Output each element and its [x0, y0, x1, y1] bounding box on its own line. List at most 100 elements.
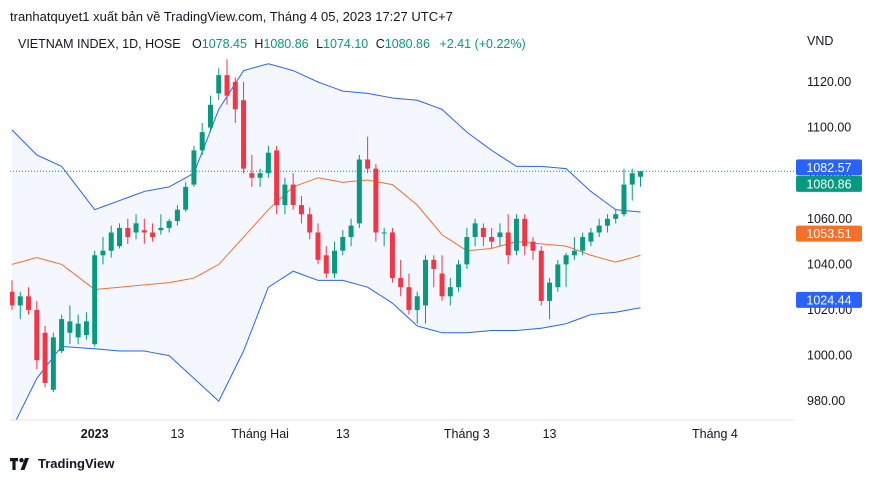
candle-body — [265, 152, 271, 174]
candle-body — [389, 232, 395, 279]
x-tick-label: 2023 — [81, 427, 109, 441]
price-badge — [796, 175, 862, 192]
candle-body — [141, 230, 147, 233]
y-tick-label: 980.00 — [807, 394, 845, 408]
basis-line — [11, 177, 641, 290]
price-badge-label: 1053.51 — [806, 227, 851, 241]
candle-body — [596, 225, 602, 233]
price-badge-label: 1080.86 — [806, 177, 851, 191]
change-value: +2.41 (+0.22%) — [439, 37, 526, 51]
candle-body — [207, 104, 213, 128]
candle-body — [522, 218, 528, 247]
candle-body — [67, 321, 73, 333]
candle-body — [274, 150, 280, 206]
tradingview-logo-icon — [10, 457, 29, 470]
candle-body — [604, 218, 610, 226]
candle-body — [456, 264, 462, 288]
candle-body — [530, 241, 536, 251]
candle-body — [629, 173, 635, 185]
candle-body — [50, 337, 56, 390]
candle-body — [191, 150, 197, 185]
candle-body — [75, 323, 81, 338]
candle-body — [497, 232, 503, 238]
candle-body — [232, 82, 238, 110]
candle-body — [199, 132, 205, 151]
low-value: 1074.10 — [323, 37, 369, 51]
candle-body — [83, 321, 89, 336]
candle-body — [100, 250, 106, 256]
candle-body — [365, 159, 371, 169]
close-value: 1080.86 — [384, 37, 430, 51]
candle-body — [133, 223, 139, 233]
bollinger-band-fill — [12, 63, 641, 420]
candle-body — [505, 232, 511, 256]
candle-body — [216, 75, 222, 94]
price-badge-label: 1082.57 — [806, 161, 851, 175]
candle-body — [323, 255, 329, 274]
candle-body — [480, 227, 486, 238]
candle-body — [150, 232, 156, 238]
candle-body — [125, 227, 131, 238]
footer-brand[interactable]: TradingView — [10, 456, 114, 471]
y-tick-label: 1100.00 — [807, 121, 851, 135]
candle-body — [158, 227, 164, 231]
x-tick-label: Tháng Hai — [231, 427, 289, 441]
open-value: 1078.45 — [201, 37, 247, 51]
candle-body — [381, 232, 387, 234]
y-tick-label: 1060.00 — [807, 212, 852, 226]
candle-body — [166, 221, 172, 228]
candle-body — [398, 278, 404, 288]
candle-body — [340, 237, 346, 251]
candle-body — [431, 259, 437, 269]
candle-body — [555, 264, 561, 288]
candle-body — [332, 250, 338, 274]
candle-body — [249, 173, 255, 178]
candle-body — [588, 232, 594, 242]
high-value: 1080.86 — [263, 37, 309, 51]
candle-body — [224, 75, 230, 96]
symbol-name[interactable]: VIETNAM INDEX, 1D, HOSE — [18, 37, 181, 51]
candle-body — [348, 225, 354, 238]
publisher-header: tranhatquyet1 xuất bản về TradingView.co… — [10, 9, 453, 24]
candle-body — [26, 296, 32, 310]
candle-body — [472, 223, 478, 238]
candle-body — [447, 287, 453, 297]
candle-body — [356, 159, 362, 224]
candle-body — [298, 205, 304, 215]
x-tick-label: 13 — [543, 427, 557, 441]
lower-band-line — [15, 270, 641, 420]
candle-body — [10, 291, 15, 306]
candle-body — [571, 250, 577, 256]
candle-body — [174, 209, 180, 222]
symbol-legend: VIETNAM INDEX, 1D, HOSE O1078.45 H1080.8… — [18, 37, 526, 51]
candle-body — [241, 100, 247, 169]
candle-body — [315, 232, 321, 260]
candle-body — [59, 319, 65, 352]
price-badge-label: 1024.44 — [806, 293, 851, 307]
candle-body — [183, 186, 189, 210]
candle-body — [580, 237, 586, 251]
candle-body — [282, 184, 288, 206]
candle-body — [638, 171, 644, 177]
price-badge — [796, 225, 862, 242]
plot-area — [10, 59, 795, 420]
upper-band-line — [11, 63, 641, 213]
candle-body — [621, 184, 627, 215]
price-badge — [796, 291, 862, 308]
y-tick-label: 1120.00 — [807, 75, 851, 89]
y-tick-label: 1000.00 — [807, 349, 852, 363]
x-tick-label: Tháng 3 — [444, 427, 490, 441]
high-label: H — [254, 37, 264, 51]
candle-body — [257, 173, 263, 178]
price-badge — [796, 159, 862, 176]
candle-body — [307, 214, 313, 233]
candle-body — [17, 296, 23, 306]
close-label: C — [375, 37, 385, 51]
candle-body — [547, 282, 553, 301]
candle-body — [108, 232, 114, 251]
candle-body — [613, 214, 619, 219]
candle-body — [406, 287, 412, 310]
candle-body — [414, 296, 420, 310]
candle-body — [513, 218, 519, 251]
